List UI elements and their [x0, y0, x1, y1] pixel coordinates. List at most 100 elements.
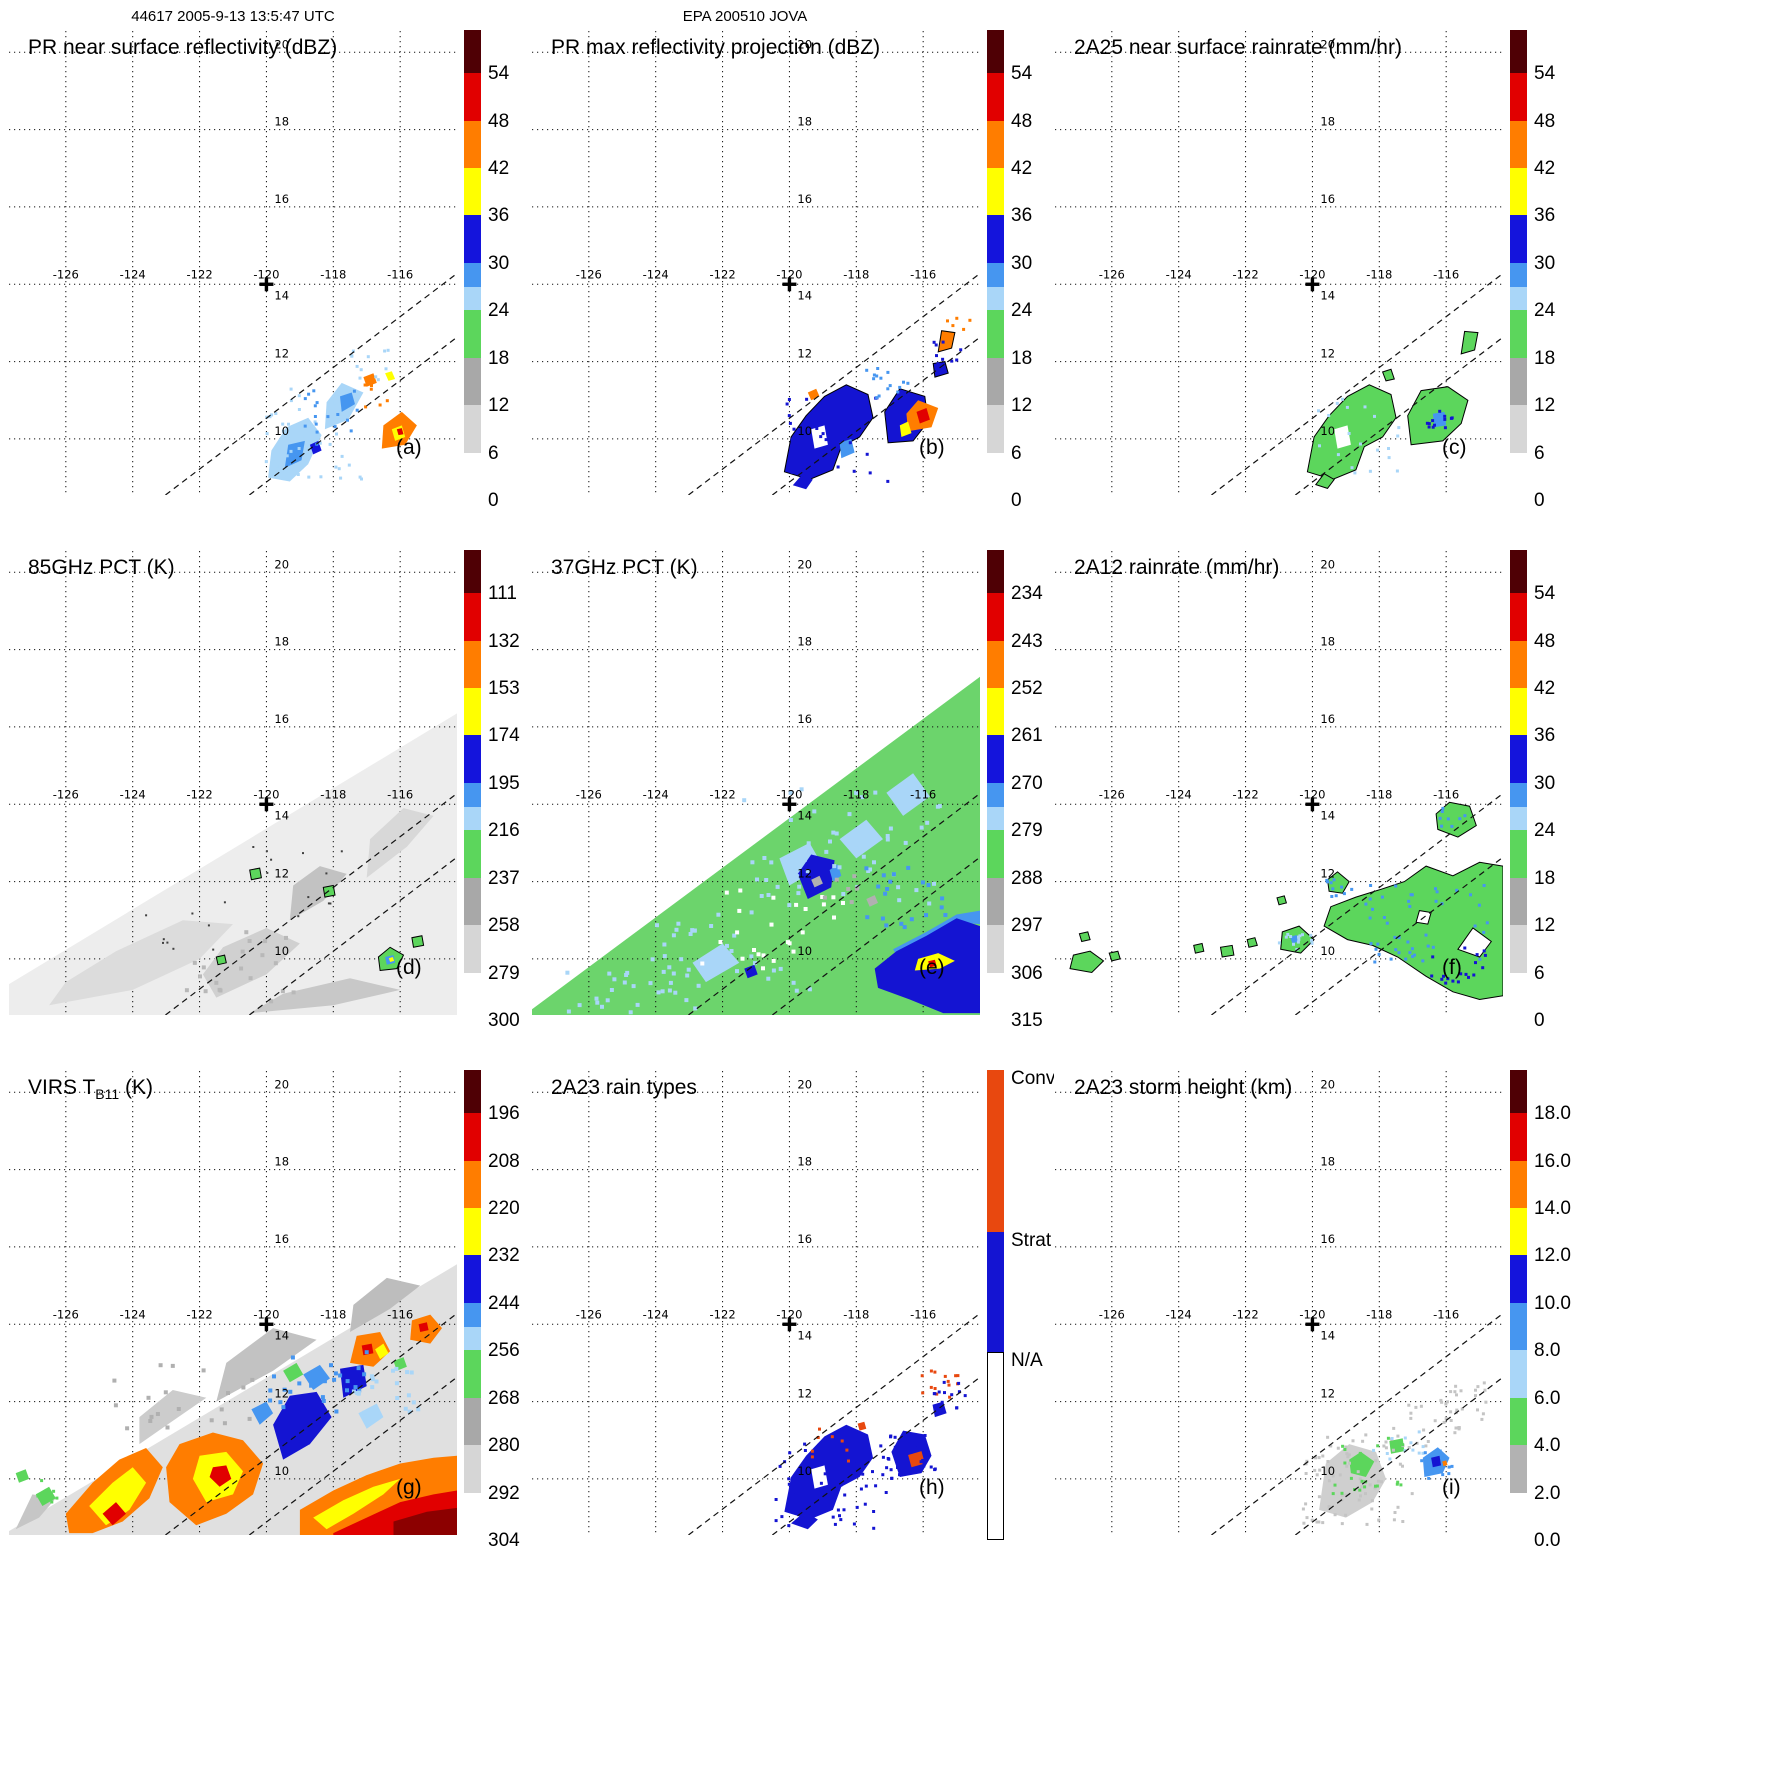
data-dot — [1481, 1412, 1485, 1416]
data-dot — [1361, 1439, 1365, 1443]
panel-title: VIRS TB11 (K) — [28, 1076, 153, 1102]
data-dot — [823, 1472, 827, 1476]
data-dot — [1474, 961, 1477, 965]
panel-title-text: 2A12 rainrate (mm/hr) — [1074, 556, 1280, 579]
colorbar-segment — [987, 1352, 1004, 1540]
data-dot — [407, 1409, 412, 1414]
lat-tick-label: 12 — [1320, 1387, 1335, 1401]
center-marker — [259, 1317, 274, 1332]
data-dot — [289, 399, 293, 403]
colorbar-segment — [464, 1113, 481, 1161]
panel-letter: (h) — [919, 1476, 945, 1499]
data-dot — [358, 475, 362, 479]
data-dot — [201, 965, 206, 970]
data-dot — [285, 454, 289, 458]
data-dot — [1397, 951, 1401, 955]
colorbar-segment — [987, 1070, 1004, 1233]
data-dot — [1449, 1410, 1453, 1414]
data-dot — [918, 1443, 922, 1447]
panel-title-text: 2A23 storm height (km) — [1074, 1076, 1293, 1099]
colorbar-segment — [1510, 1160, 1527, 1209]
data-dot — [385, 399, 389, 403]
colorbar-tick-label: 12.0 — [1534, 1245, 1571, 1267]
data-dot — [946, 319, 949, 323]
lat-tick-label: 12 — [274, 347, 289, 361]
data-dot — [1406, 940, 1410, 944]
data-dot — [1401, 1464, 1404, 1468]
data-dot — [788, 790, 793, 795]
data-dot — [1384, 1440, 1388, 1444]
data-dot — [1380, 895, 1384, 899]
data-dot — [863, 1502, 867, 1506]
data-blob — [932, 1401, 947, 1418]
map-b: -126 -124 -122 -120 -118 -116 10 12 14 16 18 20 — [531, 30, 981, 500]
data-dot — [1433, 423, 1436, 427]
data-dot — [858, 1436, 862, 1440]
colorbar-segment — [987, 30, 1004, 74]
data-dot — [766, 976, 771, 981]
swath-edge-line — [249, 1376, 457, 1535]
data-dot — [909, 1450, 913, 1454]
data-dot — [364, 1350, 369, 1355]
data-blob — [1069, 950, 1105, 974]
colorbar-segment — [464, 877, 481, 926]
data-dot — [662, 954, 667, 959]
data-dot — [791, 980, 796, 985]
data-blob — [886, 773, 930, 816]
colorbar-segment — [987, 215, 1004, 263]
data-dot — [1485, 921, 1489, 925]
lat-tick-label: 14 — [1320, 288, 1335, 302]
colorbar-tick-label: 36 — [1534, 205, 1556, 227]
data-blob — [313, 1478, 401, 1530]
colorbar-tick-label: 4.0 — [1534, 1435, 1561, 1457]
colorbar-strip — [1510, 550, 1527, 1020]
data-dot — [756, 952, 761, 957]
data-dot — [1344, 1445, 1348, 1449]
data-dot — [1326, 880, 1329, 884]
data-dot — [322, 1379, 327, 1384]
colorbar-tick-label: 244 — [488, 1292, 520, 1314]
lat-tick-label: 20 — [274, 1077, 289, 1091]
data-dot — [289, 449, 293, 453]
data-dot — [45, 1496, 49, 1500]
data-dot — [787, 414, 791, 418]
data-dot — [903, 840, 908, 845]
colorbar-tick-label: 12 — [1534, 915, 1556, 937]
data-blob — [385, 371, 396, 381]
colorbar-segment — [987, 972, 1004, 1020]
data-dot — [771, 895, 776, 900]
data-dot — [876, 367, 880, 370]
lat-tick-label: 20 — [797, 557, 812, 571]
data-blob — [309, 440, 322, 455]
data-dot — [724, 890, 729, 895]
panel-title-text: 37GHz PCT (K) — [551, 556, 698, 579]
data-dot — [885, 1466, 889, 1470]
data-dot — [830, 1435, 834, 1439]
data-dot — [1310, 1518, 1314, 1522]
data-dot — [921, 1445, 924, 1449]
colorbar-tick-label: 153 — [488, 678, 520, 700]
lon-tick-label: -120 — [1299, 787, 1325, 801]
data-dot — [222, 1421, 227, 1426]
data-dot — [962, 327, 966, 331]
data-dot — [820, 895, 825, 899]
data-dot — [810, 1495, 814, 1499]
colorbar-segment — [1510, 972, 1527, 1020]
data-dot — [1305, 1459, 1309, 1463]
colorbar-segment — [464, 1160, 481, 1209]
data-dot — [406, 1393, 411, 1398]
data-dot — [1463, 814, 1467, 818]
panel-title-text: VIRS T — [28, 1076, 96, 1099]
colorbar-segment — [464, 357, 481, 406]
map-a: -126 -124 -122 -120 -118 -116 10 12 14 16 18 20 — [8, 30, 458, 500]
data-dot — [879, 1444, 883, 1448]
colorbar-strip — [1510, 30, 1527, 500]
data-dot — [843, 1447, 846, 1451]
data-dot — [566, 1009, 571, 1014]
data-dot — [1403, 1436, 1407, 1440]
data-dot — [1442, 1420, 1446, 1424]
data-dot — [297, 394, 301, 398]
data-dot — [1464, 972, 1468, 976]
panel-letter: (f) — [1442, 956, 1462, 979]
data-dot — [1453, 1431, 1457, 1435]
